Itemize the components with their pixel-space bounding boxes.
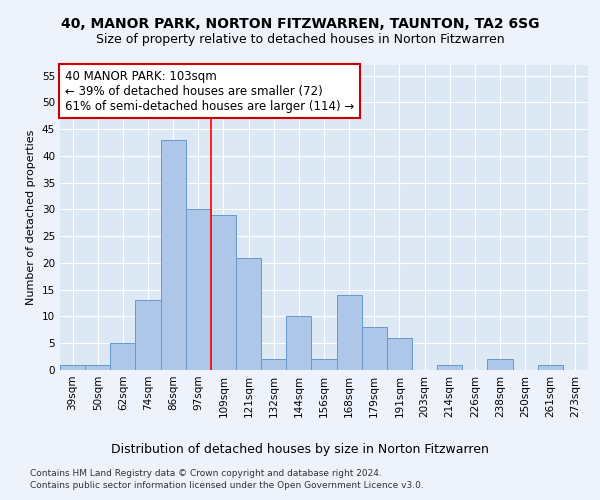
Bar [437, 364, 462, 370]
Bar [236, 258, 261, 370]
Text: Distribution of detached houses by size in Norton Fitzwarren: Distribution of detached houses by size … [111, 442, 489, 456]
Bar [286, 316, 311, 370]
Bar [337, 295, 362, 370]
Text: Contains public sector information licensed under the Open Government Licence v3: Contains public sector information licen… [30, 481, 424, 490]
Bar [110, 343, 136, 370]
Bar [60, 364, 85, 370]
Text: 40 MANOR PARK: 103sqm
← 39% of detached houses are smaller (72)
61% of semi-deta: 40 MANOR PARK: 103sqm ← 39% of detached … [65, 70, 355, 112]
Bar [136, 300, 161, 370]
Bar [186, 210, 211, 370]
Y-axis label: Number of detached properties: Number of detached properties [26, 130, 37, 305]
Bar [211, 215, 236, 370]
Bar [261, 360, 286, 370]
Text: 40, MANOR PARK, NORTON FITZWARREN, TAUNTON, TA2 6SG: 40, MANOR PARK, NORTON FITZWARREN, TAUNT… [61, 18, 539, 32]
Bar [387, 338, 412, 370]
Bar [362, 327, 387, 370]
Bar [85, 364, 110, 370]
Bar [538, 364, 563, 370]
Text: Contains HM Land Registry data © Crown copyright and database right 2024.: Contains HM Land Registry data © Crown c… [30, 468, 382, 477]
Bar [487, 360, 512, 370]
Bar [311, 360, 337, 370]
Bar [161, 140, 186, 370]
Text: Size of property relative to detached houses in Norton Fitzwarren: Size of property relative to detached ho… [95, 32, 505, 46]
